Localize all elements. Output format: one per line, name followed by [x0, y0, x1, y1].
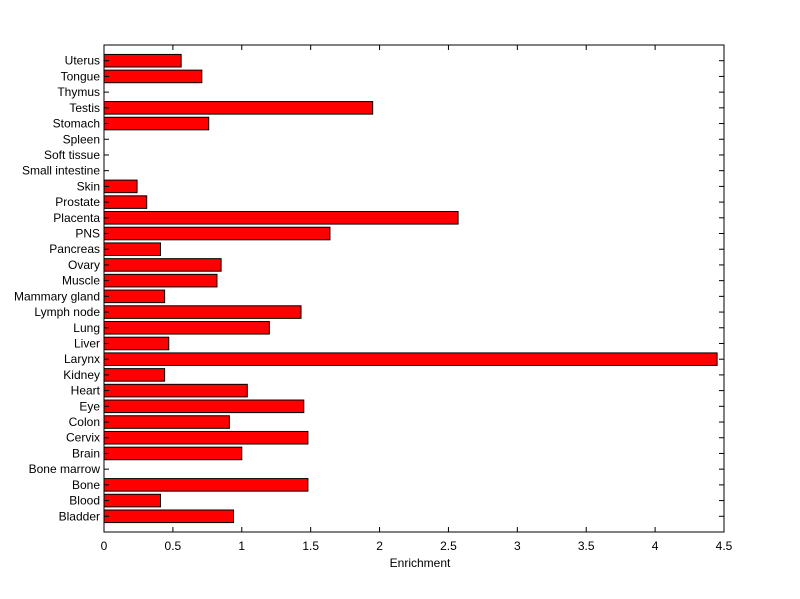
y-tick-label-kidney: Kidney — [63, 368, 100, 382]
y-tick-label-placenta: Placenta — [53, 211, 100, 225]
bar-brain — [103, 446, 243, 461]
x-tick-label: 1.5 — [302, 539, 319, 553]
y-tick-label-tongue: Tongue — [61, 69, 101, 83]
y-tick-label-eye: Eye — [79, 399, 100, 413]
y-tick-label-skin: Skin — [77, 179, 100, 193]
bars-layer — [103, 53, 718, 524]
y-tick-label-muscle: Muscle — [62, 274, 100, 288]
bar-testis — [103, 101, 374, 115]
y-tick-label-testis: Testis — [69, 101, 100, 115]
bar-lymph-node — [103, 305, 302, 319]
bar-placenta — [103, 211, 459, 225]
x-tick-label: 1 — [238, 539, 245, 553]
y-tick-label-liver: Liver — [74, 336, 100, 350]
bar-liver — [103, 336, 170, 351]
y-tick-label-small-intestine: Small intestine — [22, 164, 100, 178]
bar-tongue — [103, 69, 203, 84]
bar-lung — [103, 320, 270, 335]
y-tick-label-prostate: Prostate — [55, 195, 100, 209]
bar-colon — [103, 415, 230, 429]
y-tick-label-spleen: Spleen — [63, 132, 100, 146]
y-tick-label-mammary-gland: Mammary gland — [14, 289, 100, 303]
bar-mammary-gland — [103, 289, 166, 304]
y-tick-label-bone: Bone — [72, 478, 100, 492]
bar-cervix — [103, 430, 309, 445]
x-tick-label: 4.5 — [716, 539, 733, 553]
y-tick-label-ovary: Ovary — [68, 258, 100, 272]
plot-area-frame — [103, 44, 725, 533]
x-tick-label: 2.5 — [440, 539, 457, 553]
x-tick-label: 3.5 — [578, 539, 595, 553]
y-tick-label-blood: Blood — [69, 494, 100, 508]
x-tick-label: 0 — [101, 539, 108, 553]
bar-ovary — [103, 258, 222, 272]
y-tick-label-pns: PNS — [75, 227, 100, 241]
y-tick-label-lymph-node: Lymph node — [34, 305, 100, 319]
bar-heart — [103, 383, 248, 398]
x-axis-title: Enrichment — [390, 556, 451, 570]
bar-bladder — [103, 509, 235, 524]
bar-stomach — [103, 116, 210, 131]
y-tick-label-thymus: Thymus — [57, 85, 100, 99]
y-tick-label-colon: Colon — [69, 415, 100, 429]
bar-eye — [103, 399, 305, 414]
bar-kidney — [103, 368, 166, 382]
x-tick-label: 0.5 — [165, 539, 182, 553]
bar-larynx — [103, 352, 718, 366]
y-tick-label-pancreas: Pancreas — [49, 242, 100, 256]
y-tick-label-bone-marrow: Bone marrow — [29, 462, 101, 476]
y-tick-label-cervix: Cervix — [66, 431, 100, 445]
y-tick-label-uterus: Uterus — [65, 54, 100, 68]
bar-blood — [103, 493, 161, 508]
y-tick-label-brain: Brain — [72, 446, 100, 460]
bar-bone — [103, 478, 309, 492]
y-tick-label-lung: Lung — [73, 321, 100, 335]
x-tick-label: 2 — [376, 539, 383, 553]
bar-uterus — [103, 53, 182, 68]
y-tick-label-bladder: Bladder — [59, 509, 100, 523]
x-tick-label: 4 — [652, 539, 659, 553]
y-tick-label-larynx: Larynx — [64, 352, 100, 366]
y-tick-label-stomach: Stomach — [53, 117, 100, 131]
y-tick-label-heart: Heart — [71, 384, 101, 398]
bar-pns — [103, 226, 331, 241]
bar-pancreas — [103, 242, 161, 257]
bar-prostate — [103, 195, 148, 209]
x-tick-label: 3 — [514, 539, 521, 553]
ticks-layer — [103, 45, 725, 532]
y-tick-label-soft-tissue: Soft tissue — [44, 148, 100, 162]
bar-muscle — [103, 273, 218, 288]
